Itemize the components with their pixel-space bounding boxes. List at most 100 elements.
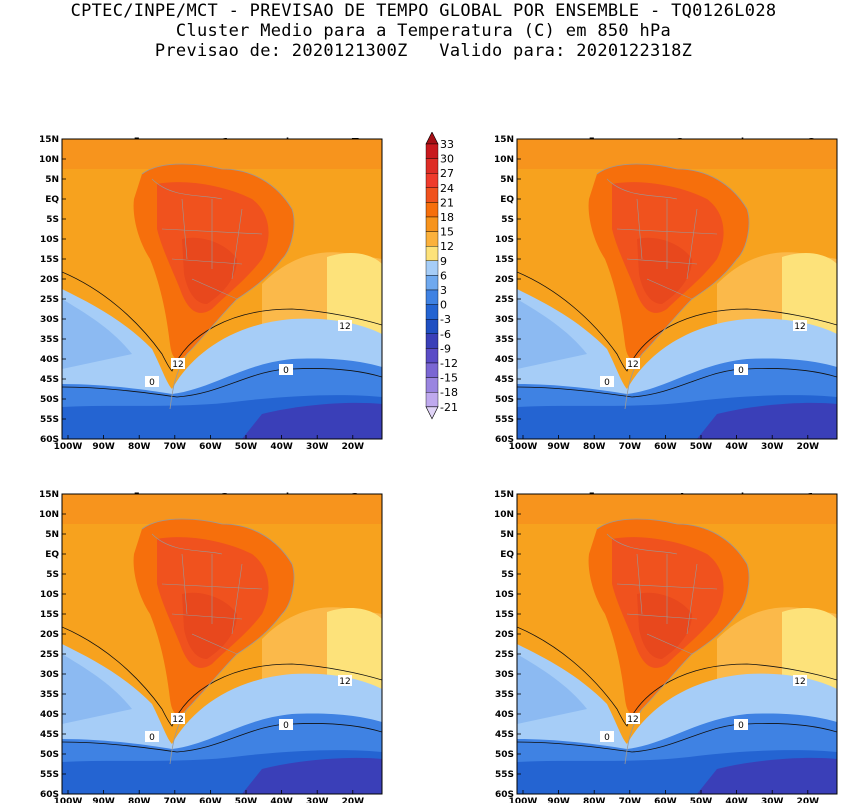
lon-label: 80W [128,797,151,803]
lat-label: 50S [40,750,59,760]
colorbar-segment [425,304,439,320]
colorbar-segment [425,362,439,378]
lon-label: 40W [270,797,293,803]
lat-label: 35S [495,335,514,345]
colorbar-segment [425,348,439,364]
colorbar-segment [425,245,439,261]
lon-label: 100W [54,797,83,803]
lat-label: EQ [500,550,514,560]
map-2: 15N 10N 5N EQ 5S 10S 15S 20S 25S 30S 35S 40S 45S 50S 5… [494,135,838,452]
lat-label: 10N [39,510,59,520]
lat-label: 30S [495,670,514,680]
colorbar-segment [425,187,439,203]
colorbar-segment [425,260,439,276]
lon-label: 30W [306,797,329,803]
colorbar-segment [425,377,439,393]
lat-label: 5S [46,215,59,225]
colorbar-tick-label: 12 [440,240,454,253]
contour-label: 12 [794,677,805,687]
lat-label: 5S [501,215,514,225]
map-4: 15N 10N 5N EQ 5S 10S 15S 20S 25S 30S 35S 40S 45S 50S 5… [494,490,838,803]
lat-label: 50S [495,395,514,405]
colorbar-tick-label: 30 [440,153,454,166]
contour-label: 0 [149,733,155,743]
lat-label: 45S [40,375,59,385]
lat-label: 10N [494,155,514,165]
colorbar-top-arrow [425,132,439,145]
colorbar-segment [425,158,439,174]
lon-label: 80W [583,797,606,803]
colorbar-tick-label: 24 [440,182,454,195]
map-1: 15N 10N 5N EQ 5S 10S 15S 20S 25S 30S 35S 40S 45S 50S 5… [39,135,383,452]
lon-label: 60W [654,797,677,803]
lon-label: 40W [725,797,748,803]
lat-label: 30S [40,315,59,325]
lon-label: 60W [654,442,677,452]
lat-label: 5N [500,175,514,185]
lat-label: 20S [495,630,514,640]
lat-label: 20S [40,275,59,285]
contour-label: 0 [283,721,289,731]
lat-label: 35S [495,690,514,700]
lat-label: 10N [39,155,59,165]
colorbar-tick-label: -9 [440,342,451,355]
colorbar-tick-label: 33 [440,138,454,151]
lon-label: 70W [619,442,642,452]
lat-label: EQ [45,195,59,205]
lat-label: 25S [40,295,59,305]
colorbar-segment [425,202,439,218]
lat-label: 55S [495,415,514,425]
contour-label: 0 [604,733,610,743]
colorbar-tick-label: -3 [440,313,451,326]
lon-label: 70W [619,797,642,803]
lon-label: 30W [761,442,784,452]
lat-label: 40S [495,710,514,720]
lat-label: 60S [495,790,514,800]
colorbar-tick-label: -21 [440,401,458,414]
lon-label: 50W [690,797,713,803]
colorbar-segment [425,289,439,305]
lon-label: 100W [54,442,83,452]
lat-label: 50S [495,750,514,760]
contour-label: 0 [149,378,155,388]
lon-label: 50W [690,442,713,452]
header-line-2: Cluster Medio para a Temperatura (C) em … [175,21,672,41]
lat-label: 15S [40,255,59,265]
colorbar-tick-label: -15 [440,372,458,385]
contour-label: 12 [172,360,183,370]
lon-label: 60W [199,442,222,452]
contour-label: 12 [627,360,638,370]
lat-label: 50S [40,395,59,405]
lat-label: 45S [495,730,514,740]
lat-label: 10S [40,235,59,245]
lon-label: 80W [583,442,606,452]
lat-label: 55S [40,415,59,425]
lon-label: 30W [306,442,329,452]
colorbar-tick-label: -18 [440,386,458,399]
lon-label: 90W [92,442,115,452]
colorbar-segment [425,231,439,247]
lat-label: 15N [494,135,514,145]
colorbar-tick-label: 3 [440,284,447,297]
lat-label: 40S [40,355,59,365]
lat-label: 60S [40,435,59,445]
lon-label: 20W [797,442,820,452]
contour-label: 12 [627,715,638,725]
colorbar-segment [425,318,439,334]
lat-label: 5N [500,530,514,540]
lon-label: 30W [761,797,784,803]
lat-label: 45S [495,375,514,385]
lon-label: 20W [797,797,820,803]
lat-label: 60S [40,790,59,800]
lat-label: 40S [40,710,59,720]
lon-label: 90W [547,797,570,803]
lat-label: 15N [494,490,514,500]
lon-label: 20W [342,442,365,452]
lat-label: 10S [495,235,514,245]
lon-label: 40W [725,442,748,452]
lat-label: 10S [40,590,59,600]
lat-label: EQ [45,550,59,560]
lon-label: 100W [509,442,538,452]
lat-label: 5S [501,570,514,580]
